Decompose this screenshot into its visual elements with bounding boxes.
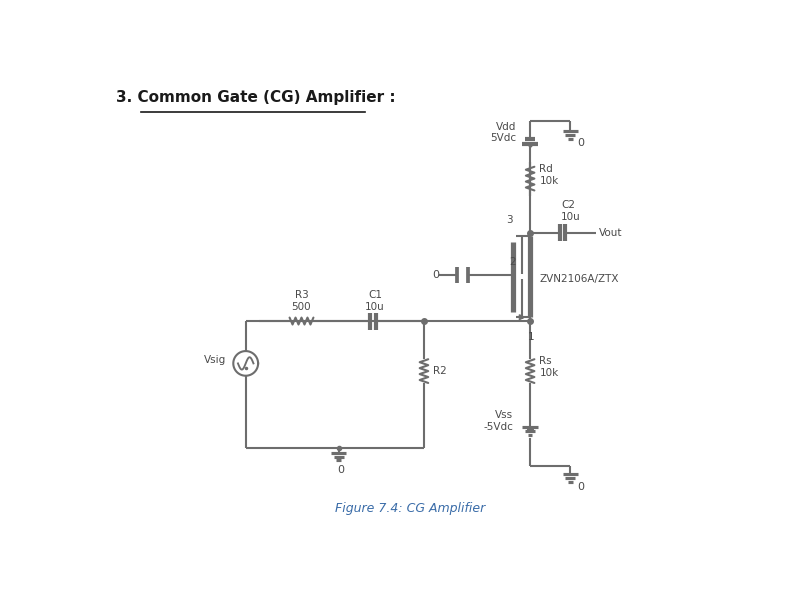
Text: C1
10u: C1 10u [366, 290, 385, 312]
Text: 3. Common Gate (CG) Amplifier :: 3. Common Gate (CG) Amplifier : [115, 90, 395, 105]
Text: 0: 0 [578, 481, 585, 491]
Text: 2: 2 [509, 257, 516, 267]
Text: 1: 1 [528, 332, 534, 342]
Text: Vsig: Vsig [204, 355, 226, 365]
Text: Rd
10k: Rd 10k [539, 164, 558, 185]
Text: 3: 3 [506, 215, 512, 225]
Text: Vdd
5Vdc: Vdd 5Vdc [490, 122, 516, 143]
Text: Figure 7.4: CG Amplifier: Figure 7.4: CG Amplifier [335, 502, 485, 514]
Text: Rs
10k: Rs 10k [539, 356, 558, 378]
Text: Vss
-5Vdc: Vss -5Vdc [483, 411, 513, 432]
Text: R3
500: R3 500 [292, 290, 311, 312]
Text: ZVN2106A/ZTX: ZVN2106A/ZTX [539, 274, 619, 284]
Text: 0: 0 [578, 138, 585, 148]
Text: Vout: Vout [599, 228, 622, 238]
Text: 0: 0 [338, 465, 345, 475]
Text: C2
10u: C2 10u [561, 200, 581, 222]
Text: R2: R2 [434, 366, 447, 376]
Text: 0: 0 [433, 270, 439, 280]
